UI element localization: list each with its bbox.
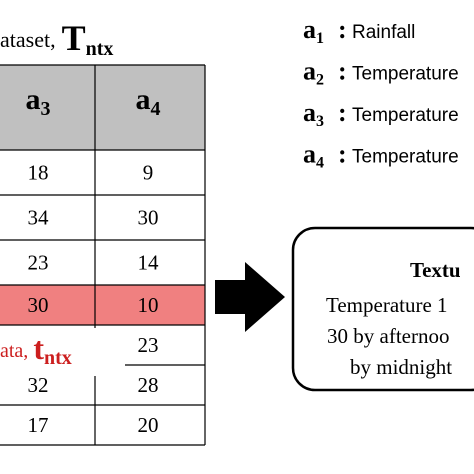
legend-colon: : xyxy=(338,98,347,127)
legend-subscript: 3 xyxy=(316,113,324,130)
legend-subscript: 4 xyxy=(316,154,324,171)
table-cell: 30 xyxy=(138,205,159,229)
table-cell: 23 xyxy=(28,250,49,274)
text-box-line: Temperature 1 xyxy=(326,293,448,317)
column-header: a3 xyxy=(26,83,51,120)
legend-subscript: 1 xyxy=(316,30,324,47)
legend-colon: : xyxy=(338,56,347,85)
table-cell: 30 xyxy=(28,293,49,317)
header-subscript: 3 xyxy=(41,98,51,120)
table-cell: 34 xyxy=(28,205,50,229)
legend-symbol: a1 xyxy=(303,15,324,47)
legend-colon: : xyxy=(338,139,347,168)
dataset-title: ataset, Tntx xyxy=(0,18,113,59)
header-bg xyxy=(0,65,205,150)
header-subscript: 4 xyxy=(151,98,161,120)
overlay-prefix: ata, xyxy=(0,340,28,362)
overlay-label: ata, tntx xyxy=(0,330,72,368)
table-cell: 10 xyxy=(138,293,159,317)
highlight-row xyxy=(0,285,205,325)
text-box-line: by midnight xyxy=(350,355,452,379)
text-box xyxy=(291,226,474,392)
column-header: a4 xyxy=(136,83,161,120)
table-cell: 14 xyxy=(138,250,160,274)
legend-label: Rainfall xyxy=(352,22,415,43)
header-symbol: a xyxy=(26,83,41,116)
title-symbol: T xyxy=(62,18,86,58)
title-subscript: ntx xyxy=(86,38,114,60)
title-prefix: ataset, xyxy=(0,27,56,52)
legend-subscript: 2 xyxy=(316,71,324,88)
overlay-subscript: ntx xyxy=(44,347,72,369)
overlay-symbol: t xyxy=(33,330,44,366)
legend-symbol: a3 xyxy=(303,98,324,130)
header-symbol: a xyxy=(136,83,151,116)
legend-colon: : xyxy=(338,15,347,44)
table-cell: 18 xyxy=(28,160,49,184)
legend-label: Temperature xyxy=(352,105,459,126)
table-cell: 28 xyxy=(138,373,159,397)
legend-letter: a xyxy=(303,56,316,85)
legend-symbol: a2 xyxy=(303,56,324,88)
table-cell: 9 xyxy=(143,160,154,184)
legend-letter: a xyxy=(303,98,316,127)
text-box-line: 30 by afternoo xyxy=(327,324,449,348)
table-cell: 23 xyxy=(138,333,159,357)
legend-label: Temperature xyxy=(352,147,459,168)
overlay-bg xyxy=(0,328,125,376)
legend-label: Temperature xyxy=(352,64,459,85)
arrow xyxy=(215,262,285,332)
legend-symbol: a4 xyxy=(303,139,324,171)
legend-letter: a xyxy=(303,15,316,44)
table-cell: 17 xyxy=(28,413,49,437)
table-cell: 20 xyxy=(138,413,159,437)
legend-letter: a xyxy=(303,139,316,168)
text-box-title: Textu xyxy=(410,258,461,282)
table-cell: 32 xyxy=(28,373,49,397)
